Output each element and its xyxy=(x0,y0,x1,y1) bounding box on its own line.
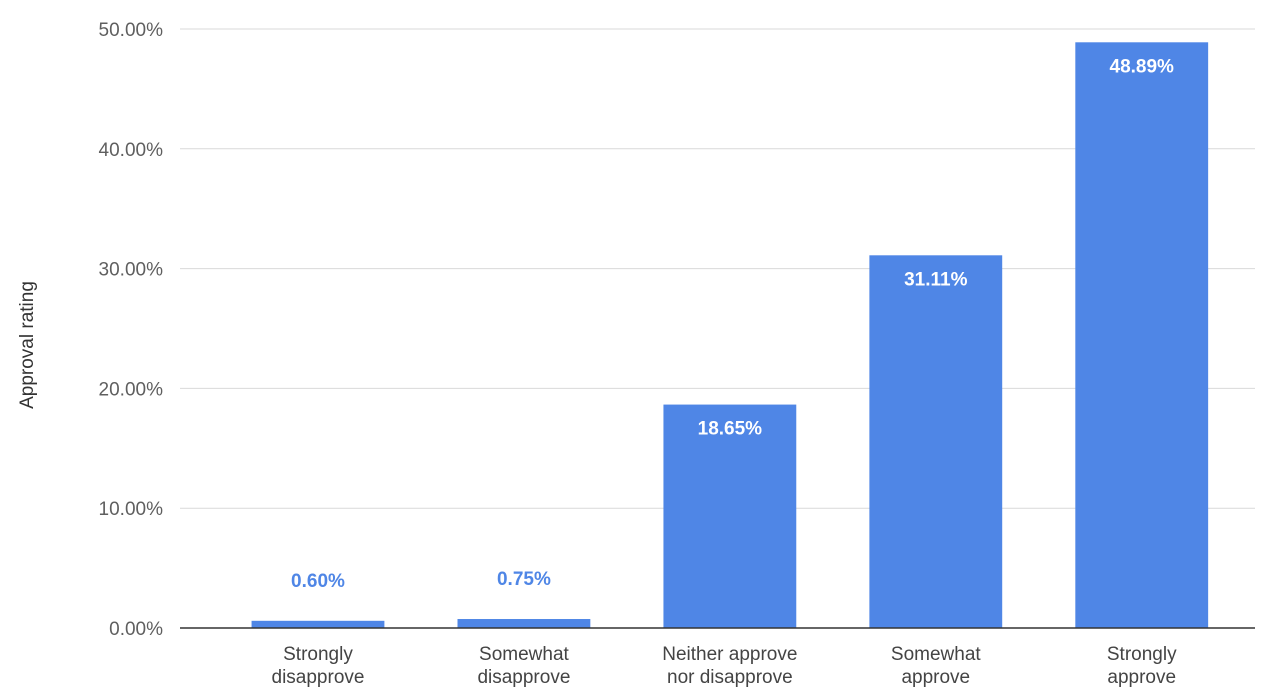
x-category-label: Somewhat xyxy=(479,644,569,665)
x-category-label: Neither approve xyxy=(662,644,797,665)
x-category-label: disapprove xyxy=(477,667,570,688)
data-label: 48.89% xyxy=(1110,56,1175,77)
y-tick-label: 40.00% xyxy=(99,140,164,161)
x-category-label: approve xyxy=(901,667,970,688)
data-label: 18.65% xyxy=(698,419,763,440)
y-tick-label: 50.00% xyxy=(99,20,164,41)
x-category-label: Strongly xyxy=(1107,644,1177,665)
bar xyxy=(1075,42,1209,629)
bar xyxy=(251,620,385,628)
x-category-label: disapprove xyxy=(272,667,365,688)
y-tick-label: 0.00% xyxy=(109,619,163,640)
data-label: 31.11% xyxy=(904,269,967,290)
bar xyxy=(457,619,591,628)
bars xyxy=(251,42,1209,629)
x-category-label: Strongly xyxy=(283,644,353,665)
data-label: 0.60% xyxy=(291,571,345,592)
y-tick-label: 20.00% xyxy=(99,379,164,400)
bar xyxy=(663,404,797,628)
data-label: 0.75% xyxy=(497,569,551,590)
data-labels: 0.60% 0.75% 18.65% 31.11% 48.89% xyxy=(291,56,1174,592)
x-category-label: nor disapprove xyxy=(667,667,793,688)
bar xyxy=(869,255,1003,629)
y-tick-label: 30.00% xyxy=(99,260,164,281)
x-axis-categories: StronglydisapproveSomewhatdisapproveNeit… xyxy=(272,644,1178,688)
x-category-label: Somewhat xyxy=(891,644,981,665)
y-axis-title: Approval rating xyxy=(17,281,38,409)
y-tick-label: 10.00% xyxy=(99,499,164,520)
x-category-label: approve xyxy=(1107,667,1176,688)
y-axis-ticks: 0.00% 10.00% 20.00% 30.00% 40.00% 50.00% xyxy=(99,20,164,640)
